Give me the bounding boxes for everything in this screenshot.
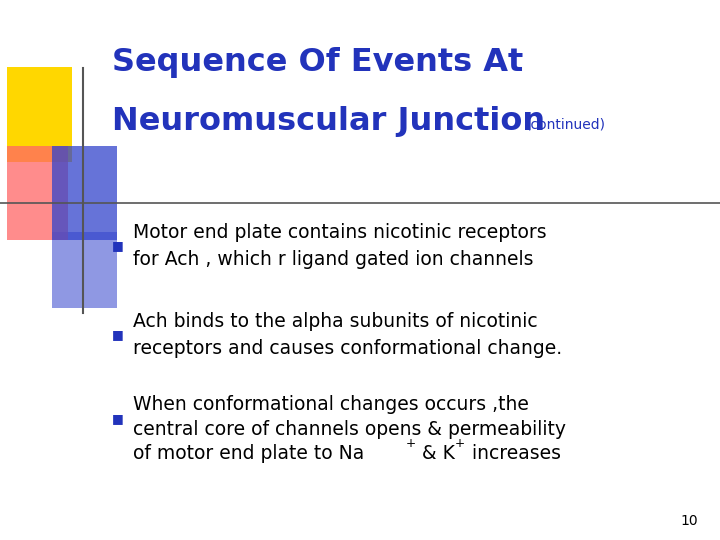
Text: 10: 10 bbox=[681, 514, 698, 528]
Text: When conformational changes occurs ,the: When conformational changes occurs ,the bbox=[133, 395, 529, 415]
Text: receptors and causes conformational change.: receptors and causes conformational chan… bbox=[133, 339, 562, 358]
Bar bbox=[52, 232, 117, 308]
Text: Ach binds to the alpha subunits of nicotinic: Ach binds to the alpha subunits of nicot… bbox=[133, 312, 538, 331]
Text: ■: ■ bbox=[112, 412, 123, 425]
Text: (continued): (continued) bbox=[526, 117, 606, 131]
Text: of motor end plate to Na: of motor end plate to Na bbox=[133, 444, 364, 463]
Text: ■: ■ bbox=[112, 239, 123, 252]
Text: Sequence Of Events At: Sequence Of Events At bbox=[112, 46, 523, 78]
Bar bbox=[52, 146, 117, 240]
Text: & K: & K bbox=[416, 444, 455, 463]
Text: Neuromuscular Junction: Neuromuscular Junction bbox=[112, 106, 545, 137]
Text: ■: ■ bbox=[112, 328, 123, 341]
Bar bbox=[7, 68, 72, 162]
Text: +: + bbox=[405, 437, 415, 450]
Text: for Ach , which r ligand gated ion channels: for Ach , which r ligand gated ion chann… bbox=[133, 249, 534, 269]
Text: Motor end plate contains nicotinic receptors: Motor end plate contains nicotinic recep… bbox=[133, 222, 546, 242]
Text: central core of channels opens & permeability: central core of channels opens & permeab… bbox=[133, 420, 566, 439]
Bar bbox=[7, 146, 68, 240]
Text: increases: increases bbox=[466, 444, 561, 463]
Text: +: + bbox=[455, 437, 465, 450]
